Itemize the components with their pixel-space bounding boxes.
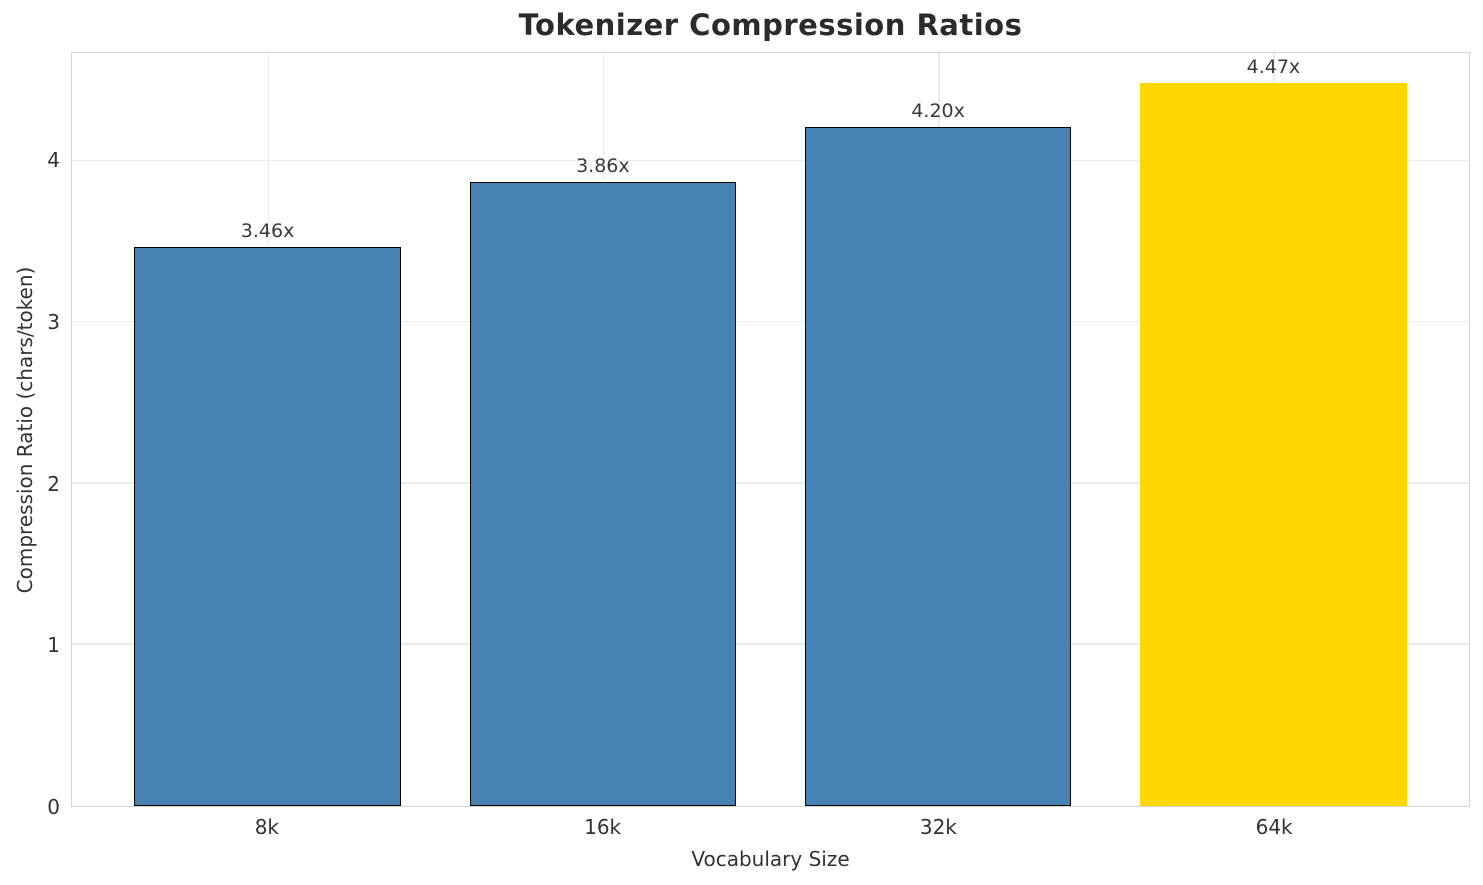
bar-16k: [469, 181, 737, 806]
bar-64k: [1140, 83, 1407, 806]
gridline-h: [72, 159, 1469, 162]
y-tick-label: 1: [47, 633, 60, 658]
bar-value-label: 4.47x: [1246, 56, 1301, 79]
x-tick-label: 16k: [584, 815, 622, 839]
x-axis-label: Vocabulary Size: [691, 847, 850, 871]
bar-value-label: 3.46x: [240, 219, 295, 242]
bar-value-label: 4.20x: [911, 100, 965, 122]
x-tick-label: 32k: [919, 815, 957, 839]
y-tick-label: 0: [47, 795, 60, 819]
chart-title: Tokenizer Compression Ratios: [518, 8, 1023, 42]
y-tick-label: 4: [47, 148, 60, 173]
bar-8k: [134, 246, 401, 806]
x-tick-label: 64k: [1255, 815, 1293, 839]
bar-value-label: 3.86x: [576, 154, 630, 177]
gridline-h: [72, 482, 1469, 484]
y-tick-label: 2: [47, 471, 60, 496]
bar-32k: [804, 127, 1072, 806]
gridline-h: [72, 320, 1469, 323]
x-tick-label: 8k: [254, 815, 280, 839]
gridline-h: [72, 643, 1469, 645]
y-tick-label: 3: [47, 309, 60, 334]
plot-area: 3.46x 3.86x 4.20x 4.47x: [71, 52, 1470, 807]
